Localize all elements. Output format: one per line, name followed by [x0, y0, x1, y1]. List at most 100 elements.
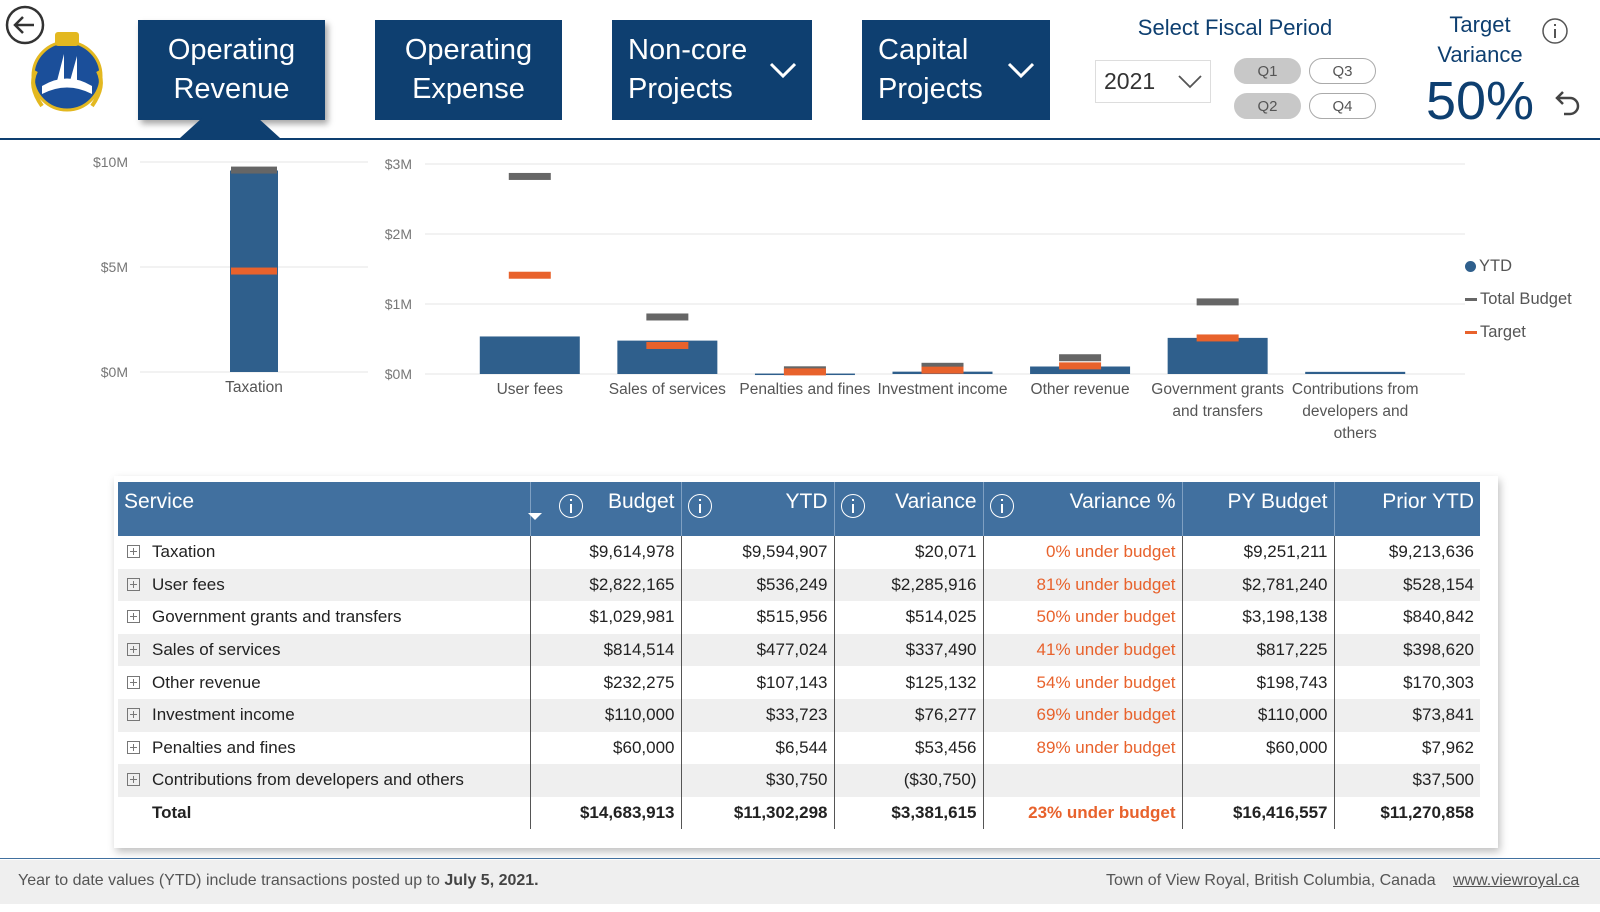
table-cell: $3,198,138: [1182, 601, 1335, 634]
table-cell: $9,594,907: [681, 536, 835, 569]
cell-text: $110,000: [1257, 705, 1328, 725]
cell-text: $73,841: [1412, 705, 1474, 725]
table-cell: 69% under budget: [983, 698, 1183, 732]
cell-text: 89% under budget: [1036, 737, 1176, 757]
cell-text: $2,822,165: [589, 574, 675, 594]
info-icon: [558, 494, 583, 518]
table-cell: $2,822,165: [530, 568, 682, 602]
table-cell: 81% under budget: [983, 568, 1183, 602]
table-cell: Government grants and transfers: [118, 601, 531, 634]
table-cell: $7,962: [1334, 732, 1480, 765]
cell-text: $107,143: [756, 672, 828, 692]
nav-button[interactable]: Non-core Projects: [612, 20, 812, 120]
header-row: Service Budget YTD Variance Variance % PY Bud…: [118, 482, 1480, 536]
cell-text: $9,213,636: [1388, 542, 1474, 562]
chevron: [769, 62, 796, 79]
undo-icon[interactable]: [1550, 86, 1584, 120]
table-cell: [530, 764, 682, 797]
legend-label: Total Budget: [1480, 290, 1572, 308]
table-cell: [1182, 764, 1335, 797]
charts: $0M $5M $10M $0M $1M $2M $3M: [93, 154, 1465, 382]
quarter-pill[interactable]: Q1: [1234, 58, 1301, 84]
info-icon: [687, 494, 712, 518]
budget-marker: [646, 313, 689, 321]
cell-text: $6,544: [775, 737, 828, 757]
year-dropdown[interactable]: 2021: [1095, 60, 1211, 103]
table-cell: $11,302,298: [681, 796, 835, 830]
expand-icon: [127, 773, 140, 787]
table-cell: 0% under budget: [983, 536, 1183, 569]
table-row: Government grants and transfers $1,029,98…: [118, 601, 1480, 634]
cell-text: $398,620: [1403, 640, 1474, 660]
table-row: Total $14,683,913 $11,302,298 $3,381,615 23%…: [118, 796, 1480, 830]
cell-text: $536,249: [756, 574, 828, 594]
cell-text: User fees: [152, 574, 225, 594]
cell-text: $11,302,298: [733, 803, 828, 823]
cell-text: Sales of services: [152, 640, 281, 660]
bar: [1167, 337, 1268, 374]
column-header: Service: [118, 482, 531, 536]
legend-swatch: [1465, 331, 1477, 334]
legend-item: YTD: [1465, 257, 1512, 276]
cell-text: $3,381,615: [891, 803, 977, 823]
nav-label: Operating Expense: [404, 34, 533, 105]
cell-text: Government grants and transfers: [152, 607, 402, 627]
table-cell: $170,303: [1334, 666, 1480, 699]
table-cell: $53,456: [834, 731, 984, 765]
quarter-pill[interactable]: Q3: [1309, 58, 1376, 84]
cell-text: Taxation: [152, 542, 216, 562]
cell-text: $60,000: [1266, 737, 1328, 757]
table-cell: 89% under budget: [983, 731, 1183, 765]
table-cell: $9,614,978: [530, 536, 682, 569]
nav-label: Non-core Projects: [628, 34, 748, 105]
logo: [31, 32, 103, 112]
cell-text: $33,723: [766, 705, 828, 725]
target-marker: [231, 267, 277, 275]
info-icon: [840, 494, 865, 518]
cell-text: Contributions from developers and others: [152, 770, 464, 790]
x-tick-label: Contributions from developers and others: [1291, 381, 1419, 442]
y-tick-label: $1M: [385, 296, 412, 312]
table-cell: $337,490: [834, 633, 984, 667]
table-cell: $9,251,211: [1182, 536, 1335, 569]
table-row: Penalties and fines $60,000 $6,544 $53,456 8…: [118, 731, 1480, 765]
table-cell: $536,249: [681, 568, 835, 602]
legend-item: Total Budget: [1465, 290, 1572, 309]
x-tick-label: Penalties and fines: [739, 381, 871, 398]
cell-text: $337,490: [905, 640, 977, 660]
info-icon[interactable]: [1540, 16, 1570, 46]
budget-marker: [921, 362, 964, 370]
quarter-pill[interactable]: Q2: [1234, 93, 1301, 119]
cell-text: $76,277: [915, 705, 977, 725]
cell-text: 0% under budget: [1046, 542, 1176, 562]
footer-note: Year to date values (YTD) include transa…: [18, 872, 539, 890]
table-cell: Investment income: [118, 698, 531, 732]
quarter-pill[interactable]: Q4: [1309, 93, 1376, 119]
nav-button[interactable]: Capital Projects: [862, 20, 1050, 120]
table-cell: $16,416,557: [1182, 796, 1335, 830]
nav-button[interactable]: Operating Expense: [375, 20, 562, 120]
budget-marker: [1059, 354, 1102, 362]
nav-button[interactable]: Operating Revenue: [138, 20, 325, 120]
footer-link[interactable]: www.viewroyal.ca: [1453, 872, 1580, 889]
column-title: Budget: [607, 490, 675, 513]
table-cell: $514,025: [834, 601, 984, 634]
expand-icon: [127, 643, 140, 657]
table-cell: 54% under budget: [983, 666, 1183, 699]
cell-text: $2,285,916: [891, 574, 977, 594]
target-title: Target Variance: [1437, 12, 1523, 67]
cell-text: $125,132: [905, 672, 977, 692]
expand-icon: [127, 675, 140, 689]
table-row: Taxation $9,614,978 $9,594,907 $20,071 0% un…: [118, 536, 1480, 569]
bar: [479, 336, 580, 374]
column-title: Prior YTD: [1382, 490, 1474, 513]
cell-text: $198,743: [1256, 672, 1328, 692]
cell-text: 50% under budget: [1036, 607, 1176, 627]
table-cell: $76,277: [834, 698, 984, 732]
table-cell: $398,620: [1334, 633, 1480, 667]
back-button[interactable]: [4, 4, 46, 46]
column-header: Prior YTD: [1334, 482, 1480, 536]
column-header: Variance %: [983, 482, 1183, 536]
cell-text: $53,456: [915, 737, 977, 757]
table-cell: $73,841: [1334, 698, 1480, 732]
